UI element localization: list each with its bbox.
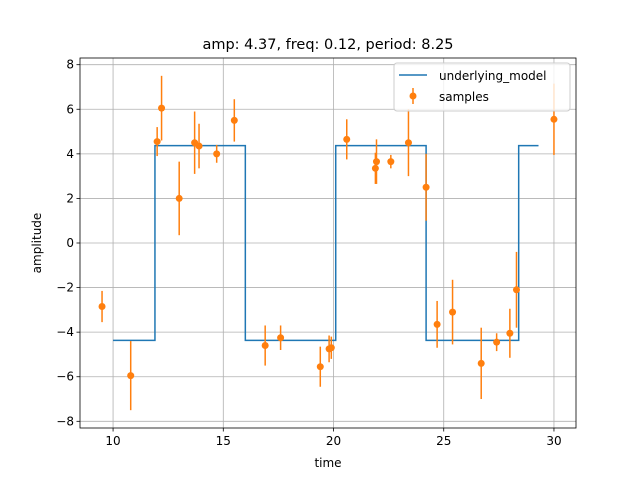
model-line [113,144,539,342]
sample-point [550,115,558,123]
sample-point [316,363,324,371]
x-tick-label: 25 [436,434,451,448]
y-axis-label: amplitude [30,213,44,274]
sample-point [277,334,285,342]
legend-samples-marker [409,92,417,100]
sample-point [261,342,269,350]
y-axis: −8 −6 −4 −2 0 2 4 6 8 [56,58,80,428]
sample-point [404,139,412,147]
x-tick-label: 10 [105,434,120,448]
legend-samples-label: samples [439,90,489,104]
x-tick-label: 20 [326,434,341,448]
sample-point [371,164,379,172]
x-axis: 10 15 20 25 30 [105,428,562,448]
sample-point [372,158,380,166]
sample-point [477,359,485,367]
x-tick-label: 30 [546,434,561,448]
sample-point [213,150,221,158]
sample-point [175,194,183,202]
chart-title: amp: 4.37, freq: 0.12, period: 8.25 [202,37,453,53]
sample-point [493,338,501,346]
sample-point [195,142,203,150]
legend: underlying_model samples [393,62,571,112]
sample-point [98,303,106,311]
sample-point [387,158,395,166]
y-tick-label: −4 [56,325,74,339]
series-underlying-model [113,144,539,342]
sample-point [230,116,238,124]
y-tick-label: 4 [66,147,74,161]
legend-box [393,62,571,112]
y-tick-label: 0 [66,236,74,250]
y-tick-label: −6 [56,370,74,384]
sample-point [153,138,161,146]
sample-point [422,183,430,191]
y-tick-label: −2 [56,281,74,295]
y-tick-label: 8 [66,58,74,72]
legend-model-label: underlying_model [439,69,547,83]
sample-point [343,135,351,143]
sample-point [327,344,335,352]
y-tick-label: 2 [66,191,74,205]
x-axis-label: time [314,456,341,470]
sample-point [506,329,514,337]
sample-point [433,320,441,328]
series-samples [98,75,558,411]
sample-point [449,308,457,316]
sample-point [512,286,520,294]
y-tick-label: −8 [56,414,74,428]
x-tick-label: 15 [216,434,231,448]
sample-point [127,372,135,380]
sample-point [158,104,166,112]
y-tick-label: 6 [66,102,74,116]
